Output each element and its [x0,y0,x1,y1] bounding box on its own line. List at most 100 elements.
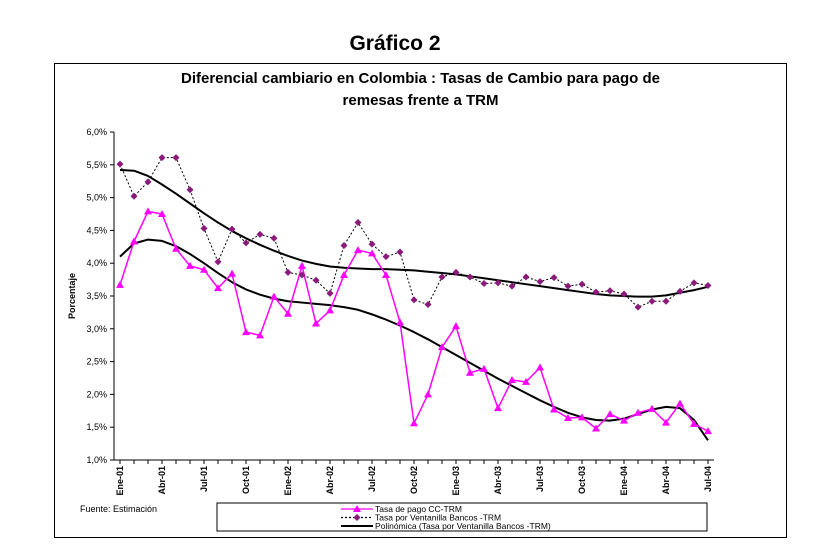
series-point [452,322,460,330]
series-point [452,268,460,276]
series-point [466,273,474,281]
series-point [256,230,264,238]
series-point [368,249,376,257]
series-point [172,244,180,252]
x-tick-label: Jul-01 [199,466,209,492]
series-point [312,319,320,327]
x-tick-label: Ene-01 [115,466,125,496]
series-point [396,318,404,326]
y-tick-label: 1,0% [86,455,107,465]
series-point [690,419,698,427]
series-point [396,248,404,256]
y-tick-label: 4,5% [86,225,107,235]
series-point [158,154,166,162]
x-tick-label: Jul-04 [703,466,713,492]
series-point [200,265,208,273]
legend-label: Tasa por Ventanilla Bancos -TRM [375,513,501,523]
y-tick-label: 2,5% [86,357,107,367]
x-tick-label: Jul-02 [367,466,377,492]
series-point [466,368,474,376]
trendline [119,169,709,298]
x-tick-label: Oct-01 [241,466,251,494]
x-tick-label: Ene-02 [283,466,293,496]
series-point [172,154,180,162]
x-tick-label: Abr-01 [157,466,167,495]
series-point [424,301,432,309]
y-tick-label: 3,0% [86,324,107,334]
series-point [130,192,138,200]
y-tick-label: 3,5% [86,291,107,301]
axes: 1,0% 1,5% 2,0% 2,5% 3,0% 3,5% 4,0% 4,5% 5,0% 5,5%… [67,127,714,496]
series-point [578,280,586,288]
series-point [620,290,628,298]
series-point [620,416,628,424]
series-point [410,296,418,304]
series-point [284,268,292,276]
x-tick-label: Ene-03 [451,466,461,496]
series-point [116,160,124,168]
series-point [676,287,684,295]
series-point [550,405,558,413]
x-tick-label: Abr-02 [325,466,335,495]
series-point [214,258,222,266]
series-point [326,289,334,297]
series-point [256,331,264,339]
series-point [186,186,194,194]
series-line [119,210,709,432]
series-point [242,328,250,336]
chart-marks [116,154,712,441]
series-point [382,271,390,279]
y-tick-label: 4,0% [86,258,107,268]
series-point [480,280,488,288]
series-point [270,234,278,242]
series-point [690,279,698,287]
series-point [438,273,446,281]
series-point [550,274,558,282]
series-point [508,375,516,383]
series-2 [119,169,709,298]
series-point [200,224,208,232]
source-note: Fuente: Estimación [80,504,158,514]
series-point [592,288,600,296]
series-point [368,240,376,248]
series-point [354,219,362,227]
series-point [228,225,236,233]
series-point [606,410,614,418]
series-point [186,261,194,269]
series-point [606,287,614,295]
y-tick-label: 5,5% [86,160,107,170]
series-point [284,309,292,317]
series-point [494,404,502,412]
x-tick-label: Abr-04 [661,466,671,495]
series-point [298,271,306,279]
series-point [424,390,432,398]
series-point [158,210,166,217]
y-axis-label: Porcentaje [67,273,77,319]
x-tick-label: Jul-03 [535,466,545,492]
x-tick-label: Ene-04 [619,466,629,496]
series-line [119,157,709,308]
series-point [522,377,530,385]
y-tick-label: 5,0% [86,193,107,203]
series-point [508,282,516,290]
series-point [634,303,642,311]
series-point [648,404,656,412]
series-point [214,284,222,292]
series-point [228,269,236,277]
series-point [410,419,418,427]
page-title: Gráfico 2 [349,32,441,55]
legend-marker [353,514,361,521]
series-point [704,427,712,435]
x-tick-label: Abr-03 [493,466,503,495]
series-point [480,364,488,372]
series-point [382,253,390,261]
series-point [144,178,152,186]
series-point [634,408,642,416]
series-point [340,271,348,279]
series-point [536,363,544,371]
chart-frame [54,63,787,538]
legend-marker [353,505,361,512]
series-0 [116,207,712,435]
